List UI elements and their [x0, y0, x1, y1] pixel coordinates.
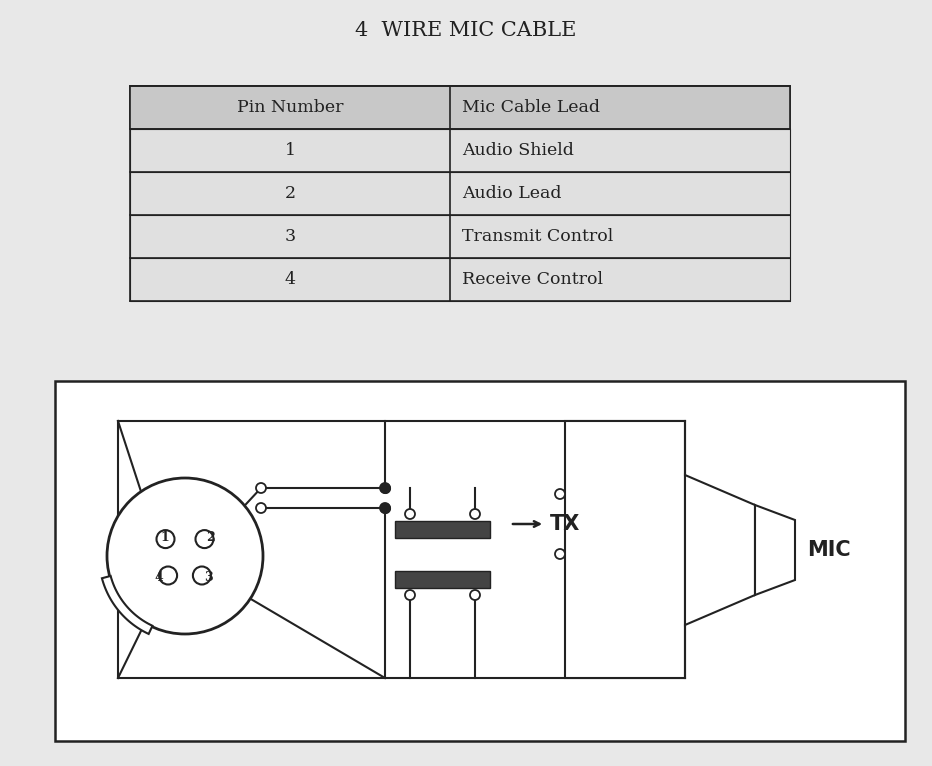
- Text: MIC: MIC: [807, 540, 851, 560]
- Text: 3: 3: [284, 228, 295, 245]
- Text: TX: TX: [550, 514, 581, 534]
- Text: Mic Cable Lead: Mic Cable Lead: [462, 99, 600, 116]
- Circle shape: [470, 509, 480, 519]
- Bar: [130, 86, 790, 129]
- Bar: [130, 129, 790, 172]
- Text: Receive Control: Receive Control: [462, 271, 603, 288]
- Polygon shape: [102, 576, 153, 634]
- Bar: [130, 215, 790, 258]
- Text: 4: 4: [154, 571, 163, 584]
- Bar: [395, 521, 490, 538]
- Circle shape: [196, 530, 213, 548]
- Text: 1: 1: [160, 531, 170, 544]
- Polygon shape: [755, 505, 795, 595]
- Circle shape: [256, 503, 266, 513]
- Circle shape: [380, 503, 390, 513]
- Circle shape: [555, 549, 565, 559]
- Circle shape: [193, 567, 211, 584]
- Bar: [130, 172, 790, 215]
- Circle shape: [157, 530, 174, 548]
- Bar: [395, 571, 490, 588]
- Text: 2: 2: [284, 185, 295, 202]
- Text: 4: 4: [284, 271, 295, 288]
- Circle shape: [405, 590, 415, 600]
- Circle shape: [256, 483, 266, 493]
- Bar: [565, 421, 685, 678]
- Text: 3: 3: [204, 571, 212, 584]
- Text: Audio Shield: Audio Shield: [462, 142, 574, 159]
- Text: 4  WIRE MIC CABLE: 4 WIRE MIC CABLE: [355, 21, 577, 41]
- Bar: [130, 86, 790, 301]
- Polygon shape: [685, 475, 755, 625]
- Circle shape: [380, 483, 390, 493]
- Text: Transmit Control: Transmit Control: [462, 228, 613, 245]
- Text: Pin Number: Pin Number: [237, 99, 343, 116]
- Circle shape: [470, 590, 480, 600]
- Circle shape: [555, 489, 565, 499]
- Bar: [55, 381, 905, 741]
- Text: 1: 1: [284, 142, 295, 159]
- Text: 2: 2: [207, 531, 215, 544]
- Bar: [130, 258, 790, 301]
- Circle shape: [107, 478, 263, 634]
- Circle shape: [159, 567, 177, 584]
- Text: Audio Lead: Audio Lead: [462, 185, 561, 202]
- Circle shape: [405, 509, 415, 519]
